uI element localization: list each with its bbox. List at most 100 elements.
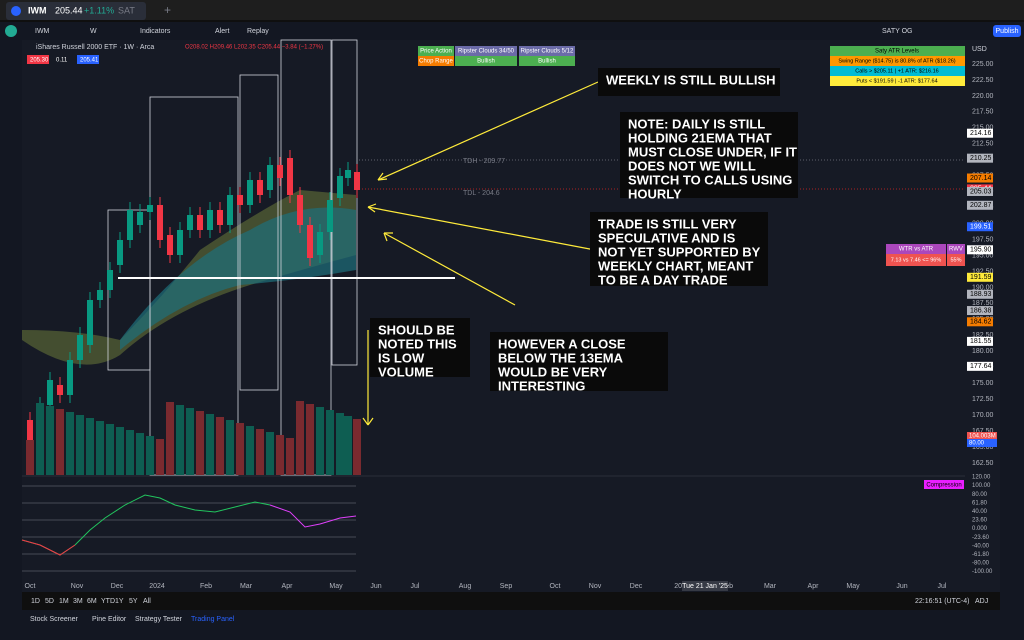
annotation-text: NOTED THIS	[378, 336, 457, 351]
atr-text: Puts < $191.59 | -1 ATR: $177.64	[856, 78, 937, 84]
range-button[interactable]: 3M	[73, 598, 83, 605]
volume-bar	[206, 414, 214, 475]
price-marker-label: 186.38	[970, 307, 992, 314]
price-tick: 167.50	[972, 428, 994, 435]
chart-pane	[22, 40, 1000, 592]
osc-tick: 120.00	[972, 475, 991, 481]
price-marker	[967, 317, 993, 327]
publish-btn[interactable]	[993, 25, 1021, 37]
time-label: Jun	[370, 583, 381, 590]
annotation-text: HOLDING 21EMA THAT	[628, 130, 772, 145]
price-marker-label: 177.64	[970, 363, 992, 370]
tdl-label: TDL - 204.6	[463, 190, 500, 197]
tb-layout[interactable]: SATY OG	[882, 28, 912, 35]
legend-ask: 205.41	[80, 58, 99, 64]
bottom-tab[interactable]: Stock Screener	[30, 616, 79, 623]
table-cell	[519, 46, 575, 56]
table-header: Ripster Clouds 34/50	[458, 49, 515, 55]
annotation-box	[370, 318, 470, 377]
range-button[interactable]: 1M	[59, 598, 69, 605]
compression-box	[924, 480, 964, 489]
volume-bar	[146, 436, 154, 475]
price-marker-label: 191.59	[970, 274, 992, 281]
price-marker	[967, 200, 993, 210]
crosshair-box	[682, 581, 728, 591]
candle	[127, 210, 133, 240]
bottom-tab[interactable]: Strategy Tester	[135, 616, 183, 623]
table-cell	[519, 56, 575, 66]
atr-text: Calls > $205.11 | +1 ATR: $216.16	[855, 68, 938, 74]
annotation-text: SPECULATIVE AND IS	[598, 230, 736, 245]
price-tick: 190.00	[972, 284, 994, 291]
range-button[interactable]: 1Y	[115, 598, 124, 605]
candle	[27, 420, 33, 450]
wtr-cell	[947, 254, 965, 266]
bottom-tab[interactable]: Pine Editor	[92, 616, 127, 623]
avatar[interactable]	[5, 25, 17, 37]
osc-tick: -100.00	[972, 569, 993, 575]
legend-box	[27, 55, 49, 64]
crosshair-label: Tue 21 Jan '25	[682, 583, 728, 590]
tb-interval[interactable]: W	[90, 28, 97, 35]
price-tick: 182.50	[972, 332, 994, 339]
time-label: Apr	[282, 583, 294, 590]
candle	[287, 158, 293, 195]
range-button[interactable]: 1D	[31, 598, 40, 605]
price-tick: 172.50	[972, 396, 994, 403]
candle	[157, 205, 163, 240]
time-label: Jul	[411, 583, 420, 590]
atr-row	[830, 56, 965, 66]
tb-alert[interactable]: Alert	[215, 28, 229, 35]
candle	[117, 240, 123, 265]
price-tick: 192.50	[972, 268, 994, 275]
volume-bar	[96, 421, 104, 475]
volume-bar	[166, 402, 174, 475]
bottom-tab[interactable]: Trading Panel	[191, 616, 235, 623]
candle	[187, 215, 193, 230]
osc-line-magenta	[269, 504, 357, 528]
table-cell	[418, 56, 454, 66]
candle	[337, 176, 343, 198]
range-button[interactable]: All	[143, 598, 151, 605]
legend-ohlc: O208.02 H209.46 L202.35 C205.44 −3.84 (−…	[185, 45, 323, 51]
candle	[47, 380, 53, 405]
tb-indicators[interactable]: Indicators	[140, 28, 171, 35]
price-marker	[967, 128, 993, 138]
bottom-panel	[0, 610, 1024, 640]
volume-bar	[276, 435, 284, 475]
new-tab[interactable]: +	[164, 3, 171, 17]
price-tick: 220.00	[972, 93, 994, 100]
candle	[97, 290, 103, 300]
range-button[interactable]: 6M	[87, 598, 97, 605]
time-label: Nov	[71, 583, 84, 590]
tab[interactable]	[6, 2, 146, 20]
wtr-cell	[886, 244, 946, 254]
volume-bar	[226, 420, 234, 475]
volume-bar	[326, 410, 334, 475]
range-button[interactable]: 5Y	[129, 598, 138, 605]
table-cell	[418, 46, 454, 56]
range-button[interactable]: 5D	[45, 598, 54, 605]
atr-text: Swing Range ($14.75) is 80.8% of ATR ($1…	[838, 58, 955, 64]
osc-tick: 61.80	[972, 500, 988, 506]
tab-suffix: SAT	[118, 5, 135, 15]
osc-tick: 23.60	[972, 518, 988, 524]
time-label: Dec	[630, 583, 643, 590]
volume-bar	[286, 438, 294, 475]
annotation-box	[620, 112, 798, 198]
clock: 22:16:51 (UTC-4)	[915, 598, 969, 605]
price-tick: 212.50	[972, 141, 994, 148]
adj[interactable]: ADJ	[975, 598, 988, 605]
range-button[interactable]: YTD	[101, 598, 115, 605]
tb-replay[interactable]: Replay	[247, 28, 269, 35]
volume-bar	[76, 415, 84, 475]
volume-bar	[216, 417, 224, 475]
volume-bar	[46, 406, 54, 475]
publish-label: Publish	[996, 28, 1019, 35]
table-cell	[455, 46, 517, 56]
volume-bar	[186, 408, 194, 475]
price-marker	[967, 306, 993, 316]
volume-bar	[136, 433, 144, 475]
volume-label: 80.00	[969, 441, 985, 447]
tb-symbol[interactable]: IWM	[35, 28, 50, 35]
